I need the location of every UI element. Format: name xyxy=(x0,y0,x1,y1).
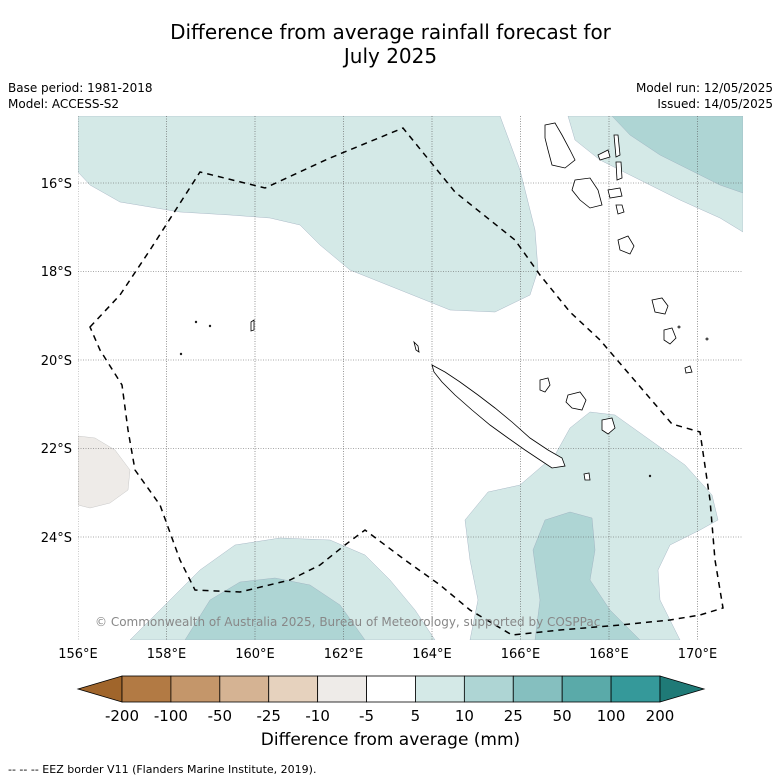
island-belep xyxy=(413,340,420,353)
colorbar-tick-label: 25 xyxy=(504,707,523,725)
island-small-4 xyxy=(677,325,681,329)
colorbar-tick-label: 10 xyxy=(455,707,474,725)
colorbar-swatch xyxy=(366,675,416,703)
y-tick-18s: 18°S xyxy=(41,265,72,280)
island-small-3 xyxy=(208,324,212,328)
y-tick-22s: 22°S xyxy=(41,442,72,457)
x-tick-170e: 170°E xyxy=(678,647,718,662)
colorbar-swatch xyxy=(561,675,612,703)
island-pines xyxy=(583,472,591,481)
colorbar: -200 -100 -50 -25 -10 -5 5 10 25 50 100 200 xyxy=(76,675,706,725)
island-mare xyxy=(601,417,616,435)
x-tick-156e: 156°E xyxy=(58,647,98,662)
colorbar-swatch xyxy=(415,675,465,703)
island-tanna xyxy=(663,327,677,345)
anomaly-region-w xyxy=(78,435,131,509)
colorbar-tick-label: -5 xyxy=(359,707,374,725)
anomaly-region-se-mid xyxy=(532,511,641,640)
title-line-2: July 2025 xyxy=(343,44,438,68)
y-tick-24s: 24°S xyxy=(41,531,72,546)
base-period-text: Base period: 1981-2018 xyxy=(8,81,153,95)
island-pentecost xyxy=(615,161,623,181)
y-tick-20s: 20°S xyxy=(41,354,72,369)
x-axis-labels: 156°E 158°E 160°E 162°E 164°E 166°E 168°… xyxy=(58,647,717,662)
meta-right: Model run: 12/05/2025 Issued: 14/05/2025 xyxy=(636,80,773,112)
colorbar-tick-label: 200 xyxy=(646,707,675,725)
footnote-text: -- -- -- EEZ border V11 (Flanders Marine… xyxy=(8,763,317,776)
island-small-6 xyxy=(648,474,652,478)
eez-border xyxy=(89,127,724,636)
colorbar-tick-label: -50 xyxy=(208,707,233,725)
issued-text: Issued: 14/05/2025 xyxy=(657,97,773,111)
credit-text: © Commonwealth of Australia 2025, Bureau… xyxy=(95,615,600,629)
x-tick-166e: 166°E xyxy=(501,647,541,662)
island-lifou xyxy=(565,391,587,411)
x-tick-164e: 164°E xyxy=(412,647,452,662)
island-maewo xyxy=(613,134,621,158)
colorbar-tick-label: -100 xyxy=(154,707,188,725)
model-text: Model: ACCESS-S2 xyxy=(8,97,120,111)
colorbar-extend-high xyxy=(659,675,706,703)
colorbar-swatch xyxy=(610,675,661,703)
map-title: Difference from average rainfall forecas… xyxy=(0,20,781,68)
title-line-1: Difference from average rainfall forecas… xyxy=(170,20,611,44)
colorbar-swatch xyxy=(463,675,514,703)
x-tick-158e: 158°E xyxy=(147,647,187,662)
colorbar-tick-label: 50 xyxy=(553,707,572,725)
map-area: © Commonwealth of Australia 2025, Bureau… xyxy=(78,116,743,640)
colorbar-swatch xyxy=(317,675,367,703)
colorbar-tick-label: -25 xyxy=(256,707,281,725)
gridlines xyxy=(78,116,743,640)
meta-left: Base period: 1981-2018 Model: ACCESS-S2 xyxy=(8,80,153,112)
anomaly-region-nw xyxy=(78,116,539,313)
colorbar-tick-label: 100 xyxy=(597,707,626,725)
x-tick-162e: 162°E xyxy=(324,647,364,662)
island-epi xyxy=(615,204,625,215)
island-ambrym xyxy=(607,187,623,199)
colorbar-swatch xyxy=(219,675,270,703)
island-small-2 xyxy=(179,352,183,356)
island-small-5 xyxy=(705,337,709,341)
model-run-text: Model run: 12/05/2025 xyxy=(635,81,773,95)
colorbar-extend-low xyxy=(76,675,123,703)
island-aneityum xyxy=(684,365,693,374)
colorbar-tick-label: -10 xyxy=(305,707,330,725)
island-small-1 xyxy=(194,320,198,324)
colorbar-tick-label: 5 xyxy=(411,707,421,725)
island-efate xyxy=(617,235,635,255)
colorbar-title: Difference from average (mm) xyxy=(260,730,521,750)
land-outlines xyxy=(179,122,709,481)
island-ambae xyxy=(597,149,611,161)
island-malakula xyxy=(571,177,603,209)
colorbar-swatch xyxy=(170,675,221,703)
y-axis-labels: 16°S 18°S 20°S 22°S 24°S xyxy=(41,177,72,546)
x-tick-160e: 160°E xyxy=(235,647,275,662)
y-tick-16s: 16°S xyxy=(41,177,72,192)
colorbar-swatch xyxy=(121,675,172,703)
island-chesterfield xyxy=(250,319,255,332)
anomaly-region-ne-mid xyxy=(611,116,743,194)
colorbar-swatch xyxy=(268,675,319,703)
island-espiritu-santo xyxy=(544,122,576,169)
colorbar-swatch xyxy=(512,675,563,703)
colorbar-tick-label: -200 xyxy=(105,707,139,725)
island-erromango xyxy=(651,297,669,315)
anomaly-region-sw-mid xyxy=(184,577,366,640)
x-tick-168e: 168°E xyxy=(589,647,629,662)
new-caledonia-main-island xyxy=(431,364,566,469)
island-ouvea xyxy=(539,377,551,393)
